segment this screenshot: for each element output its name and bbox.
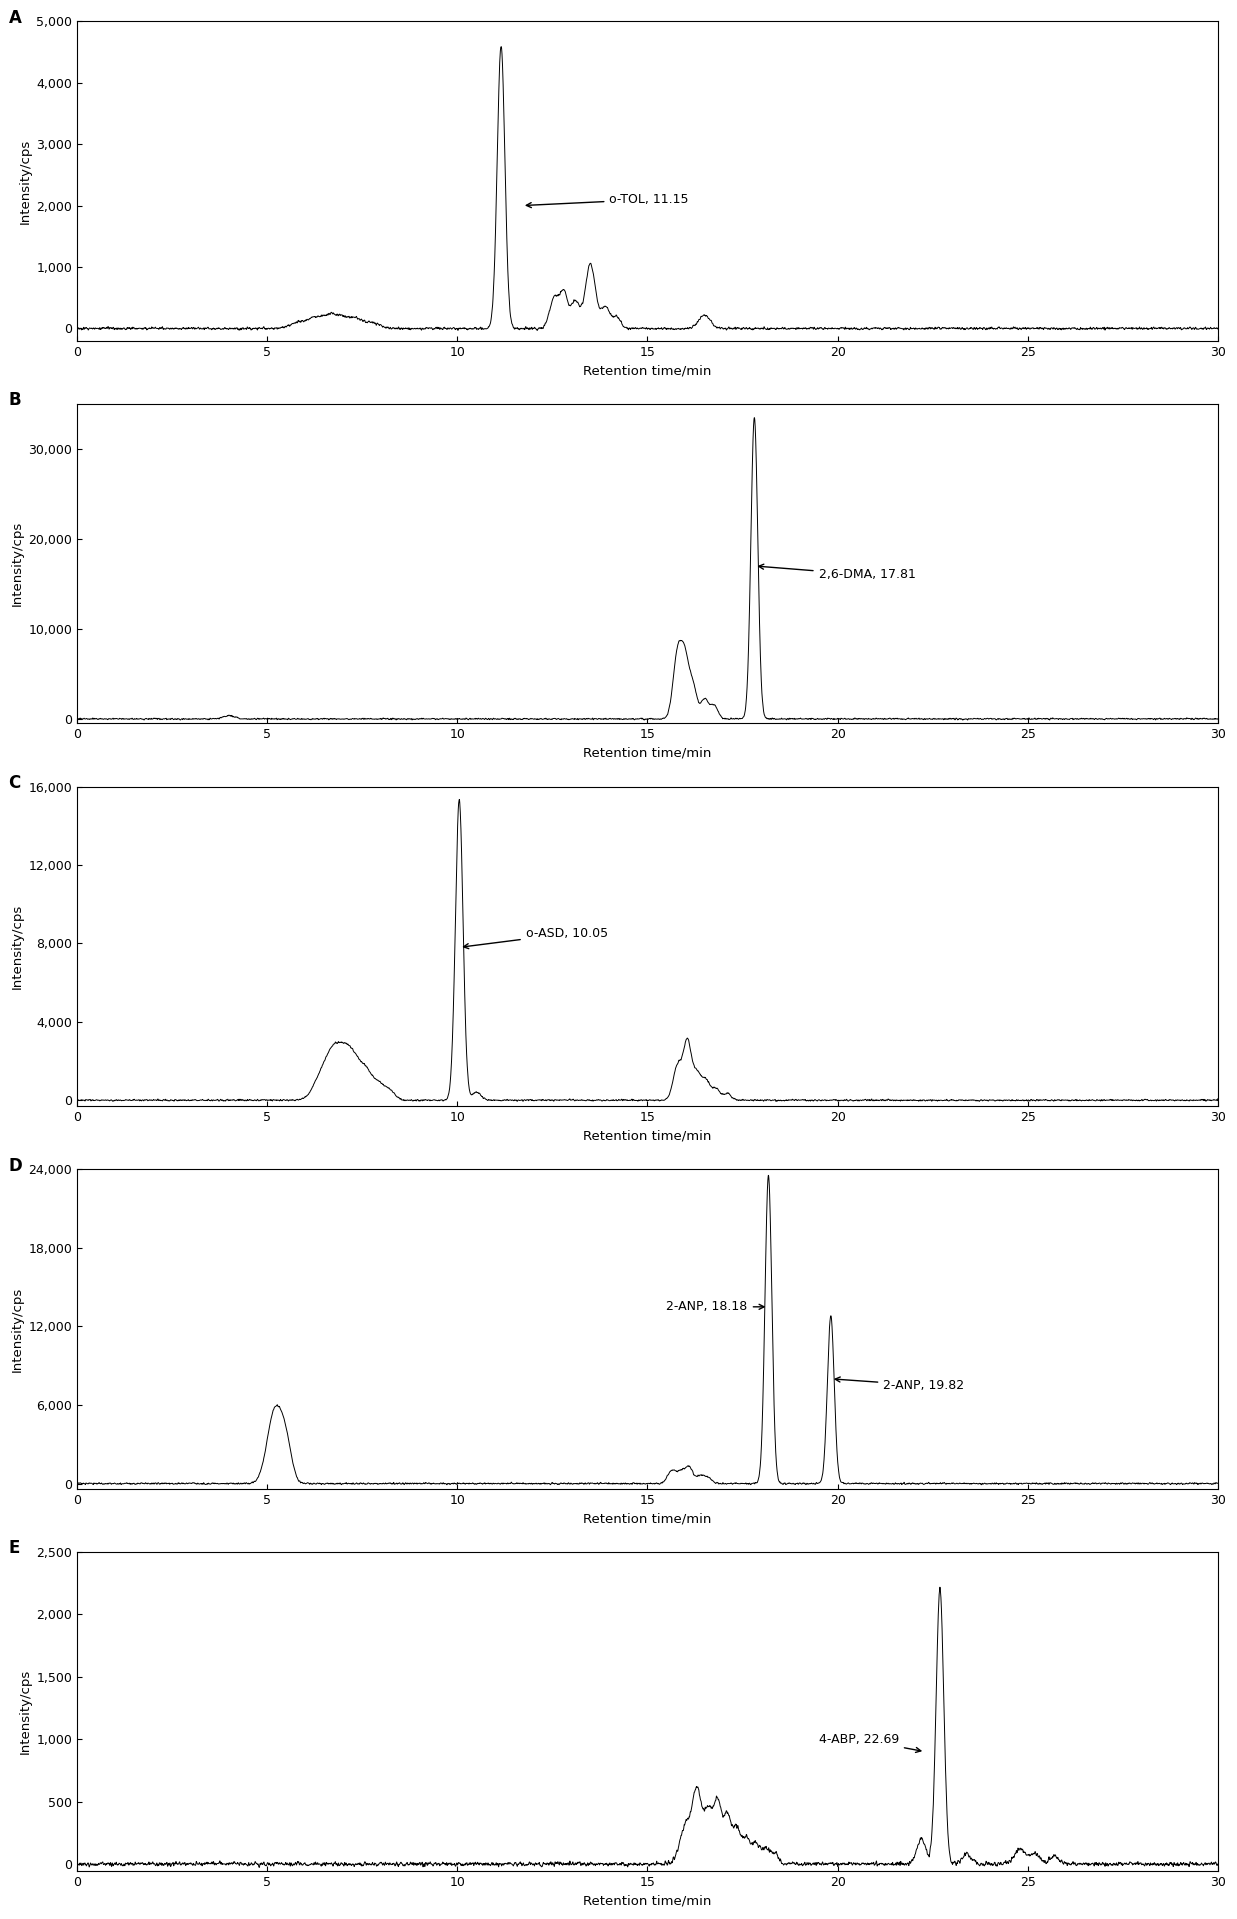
Y-axis label: Intensity/cps: Intensity/cps xyxy=(11,1286,24,1372)
X-axis label: Retention time/min: Retention time/min xyxy=(584,1894,711,1907)
Text: 2-ANP, 19.82: 2-ANP, 19.82 xyxy=(835,1378,965,1391)
X-axis label: Retention time/min: Retention time/min xyxy=(584,365,711,378)
Text: 2,6-DMA, 17.81: 2,6-DMA, 17.81 xyxy=(758,564,915,581)
Text: C: C xyxy=(9,773,21,793)
X-axis label: Retention time/min: Retention time/min xyxy=(584,746,711,760)
Y-axis label: Intensity/cps: Intensity/cps xyxy=(19,1670,32,1754)
Y-axis label: Intensity/cps: Intensity/cps xyxy=(19,138,32,225)
Text: 4-ABP, 22.69: 4-ABP, 22.69 xyxy=(819,1733,920,1752)
Text: B: B xyxy=(9,391,21,409)
Y-axis label: Intensity/cps: Intensity/cps xyxy=(11,522,24,606)
Text: D: D xyxy=(9,1157,22,1174)
X-axis label: Retention time/min: Retention time/min xyxy=(584,1512,711,1526)
Text: o-ASD, 10.05: o-ASD, 10.05 xyxy=(464,927,607,948)
Y-axis label: Intensity/cps: Intensity/cps xyxy=(11,904,25,988)
Text: E: E xyxy=(9,1539,20,1558)
X-axis label: Retention time/min: Retention time/min xyxy=(584,1130,711,1142)
Text: o-TOL, 11.15: o-TOL, 11.15 xyxy=(526,194,689,207)
Text: 2-ANP, 18.18: 2-ANP, 18.18 xyxy=(667,1301,764,1313)
Text: A: A xyxy=(9,8,21,27)
